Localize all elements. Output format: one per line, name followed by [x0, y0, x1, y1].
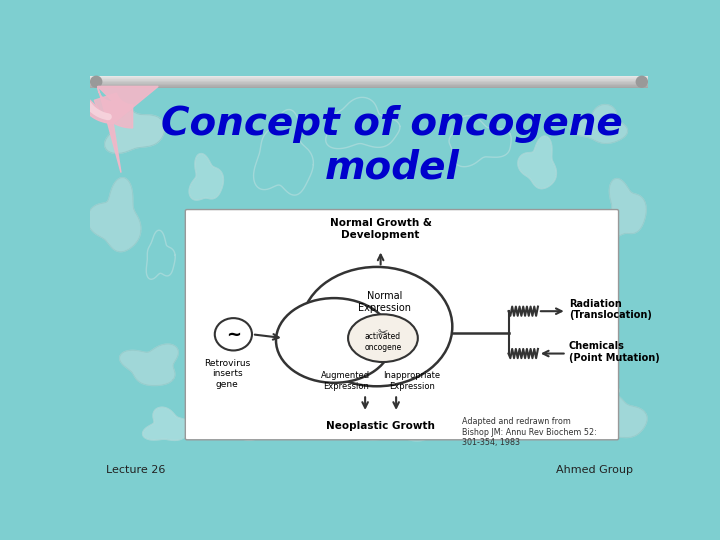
Text: Concept of oncogene
model: Concept of oncogene model: [161, 105, 623, 187]
Ellipse shape: [276, 298, 392, 383]
Bar: [90, 83, 648, 84]
Polygon shape: [518, 136, 557, 188]
Bar: [90, 78, 648, 79]
Bar: [90, 85, 648, 86]
Text: ✂: ✂: [378, 327, 388, 340]
Ellipse shape: [215, 318, 252, 350]
Polygon shape: [570, 105, 627, 144]
Polygon shape: [104, 106, 165, 153]
Text: Retrovirus
inserts
gene: Retrovirus inserts gene: [204, 359, 251, 389]
FancyBboxPatch shape: [185, 210, 618, 440]
Bar: [90, 81, 648, 82]
Bar: [90, 84, 648, 85]
Polygon shape: [120, 344, 179, 386]
Polygon shape: [514, 399, 564, 433]
Polygon shape: [88, 178, 141, 252]
Polygon shape: [94, 93, 132, 128]
Polygon shape: [189, 153, 223, 200]
Ellipse shape: [301, 267, 452, 386]
Polygon shape: [76, 86, 158, 173]
Polygon shape: [220, 409, 266, 440]
Text: Augmented
Expression: Augmented Expression: [321, 372, 370, 390]
Bar: [90, 76, 648, 77]
Text: Radiation
(Translocation): Radiation (Translocation): [569, 299, 652, 320]
Text: Inappropriate
Expression: Inappropriate Expression: [383, 372, 440, 390]
Polygon shape: [587, 392, 647, 439]
Text: Lecture 26: Lecture 26: [106, 465, 165, 475]
Bar: [90, 86, 648, 87]
Text: Adapted and redrawn from
Bishop JM: Annu Rev Biochem 52:
301-354, 1983: Adapted and redrawn from Bishop JM: Annu…: [462, 417, 597, 447]
Text: activated
oncogene: activated oncogene: [364, 332, 402, 352]
Bar: [90, 87, 648, 88]
Text: Chemicals
(Point Mutation): Chemicals (Point Mutation): [569, 341, 660, 363]
Polygon shape: [604, 179, 646, 238]
Text: Normal
Expression: Normal Expression: [358, 291, 411, 313]
Ellipse shape: [90, 76, 102, 88]
Text: Neoplastic Growth: Neoplastic Growth: [326, 421, 435, 430]
Text: ~: ~: [226, 325, 241, 343]
Ellipse shape: [636, 76, 648, 88]
Bar: [90, 77, 648, 78]
Ellipse shape: [348, 314, 418, 362]
Bar: [90, 80, 648, 81]
Bar: [90, 79, 648, 80]
Bar: [90, 82, 648, 83]
Polygon shape: [564, 314, 616, 352]
Polygon shape: [143, 407, 192, 441]
Text: Ahmed Group: Ahmed Group: [556, 465, 632, 475]
Text: Normal Growth &
Development: Normal Growth & Development: [330, 218, 431, 240]
